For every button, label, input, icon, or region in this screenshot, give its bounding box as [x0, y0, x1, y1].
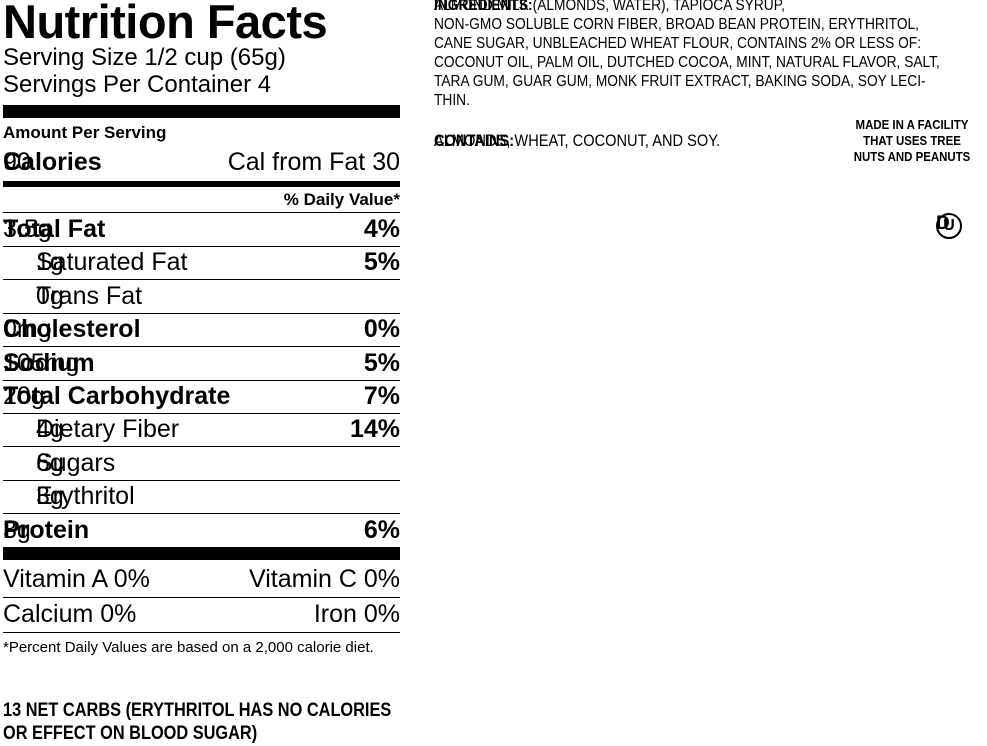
contains-heading: CONTAINS:	[434, 131, 515, 150]
vitamin: Vitamin C 0%	[249, 565, 400, 593]
rule	[3, 346, 400, 347]
rule	[3, 446, 400, 447]
daily-value: 4%	[363, 215, 400, 243]
nutrient-amount: 4g	[36, 415, 64, 444]
rule	[3, 632, 400, 633]
nutrient-name: Sodium	[3, 348, 95, 377]
nutrient-name: Cholesterol	[3, 315, 141, 344]
title: Nutrition Facts	[3, 0, 328, 48]
calories-label: Calories	[3, 148, 102, 176]
amount-per-serving: Amount Per Serving	[3, 123, 167, 142]
nutrient-name: Protein	[3, 515, 90, 544]
nutrient-amount: 1g	[36, 248, 64, 277]
nutrient-amount: 0mg	[3, 315, 52, 344]
ingredients-heading: INGREDIENTS:	[434, 0, 533, 14]
nutrient-name: Sugars	[36, 448, 116, 477]
rule	[3, 597, 400, 598]
nutrient-amount: 3g	[3, 515, 31, 544]
rule	[3, 413, 400, 414]
ingredients-text: CANE SUGAR, UNBLEACHED WHEAT FLOUR, CONT…	[434, 35, 922, 52]
rule	[3, 246, 400, 247]
vitamin: Iron 0%	[313, 600, 400, 628]
servings-per-container: Servings Per Container 4	[3, 71, 272, 98]
nutrient-name: Trans Fat	[36, 281, 143, 310]
rule	[3, 212, 400, 213]
daily-value-header: % Daily Value*	[283, 190, 400, 209]
daily-value: 14%	[349, 415, 400, 444]
ingredients-text: COCONUT OIL, PALM OIL, DUTCHED COCOA, MI…	[434, 54, 940, 71]
ingredients-text: NON-GMO SOLUBLE CORN FIBER, BROAD BEAN P…	[434, 16, 919, 33]
nutrient-amount: 105mg	[3, 348, 80, 377]
vitamin: Calcium 0%	[3, 600, 137, 628]
nutrient-name: Erythritol	[36, 482, 135, 511]
nutrient-amount: 6g	[36, 448, 64, 477]
facility-line: MADE IN A FACILITY	[855, 117, 969, 132]
kosher-suffix: D	[936, 213, 950, 234]
calories-value: 90	[3, 148, 31, 176]
vitamin: Vitamin A 0%	[3, 565, 150, 593]
nutrient-name: Total Carbohydrate	[3, 382, 231, 410]
daily-value: 0%	[363, 315, 400, 344]
rule	[3, 279, 400, 280]
rule	[3, 380, 400, 381]
facility-line: THAT USES TREE	[863, 133, 961, 148]
ingredients-text: TARA GUM, GUAR GUM, MONK FRUIT EXTRACT, …	[434, 73, 926, 90]
kosher-symbol: U	[936, 213, 962, 239]
ingredients-text: ALMOND MILK (ALMONDS, WATER), TAPIOCA SY…	[434, 0, 785, 14]
nutrient-name: Total Fat	[3, 215, 106, 243]
contains-text: ALMONDS, WHEAT, COCONUT, AND SOY.	[434, 131, 721, 150]
footnote: *Percent Daily Values are based on a 2,0…	[3, 639, 374, 656]
rule	[3, 513, 400, 514]
net-carbs-note: OR EFFECT ON BLOOD SUGAR)	[3, 723, 258, 744]
daily-value: 7%	[363, 382, 400, 410]
facility-line: NUTS AND PEANUTS	[853, 149, 971, 164]
daily-value: 6%	[363, 515, 400, 544]
nutrient-amount: 20g	[3, 382, 45, 410]
rule	[3, 313, 400, 314]
nutrient-amount: 3g	[36, 482, 64, 511]
rule	[3, 480, 400, 481]
nutrient-name: Saturated Fat	[36, 248, 188, 277]
rule	[3, 105, 400, 118]
rule	[3, 547, 400, 560]
cal-from-fat: Cal from Fat 30	[227, 148, 400, 176]
daily-value: 5%	[363, 248, 400, 277]
net-carbs-note: 13 NET CARBS (ERYTHRITOL HAS NO CALORIES	[3, 700, 392, 721]
nutrient-amount: 3.5g	[3, 215, 52, 243]
nutrient-amount: 0g	[36, 281, 64, 310]
serving-size: Serving Size 1/2 cup (65g)	[3, 44, 286, 71]
ingredients-text: THIN.	[434, 92, 470, 109]
rule	[3, 181, 400, 187]
daily-value: 5%	[363, 348, 400, 377]
nutrient-name: Dietary Fiber	[36, 415, 180, 444]
